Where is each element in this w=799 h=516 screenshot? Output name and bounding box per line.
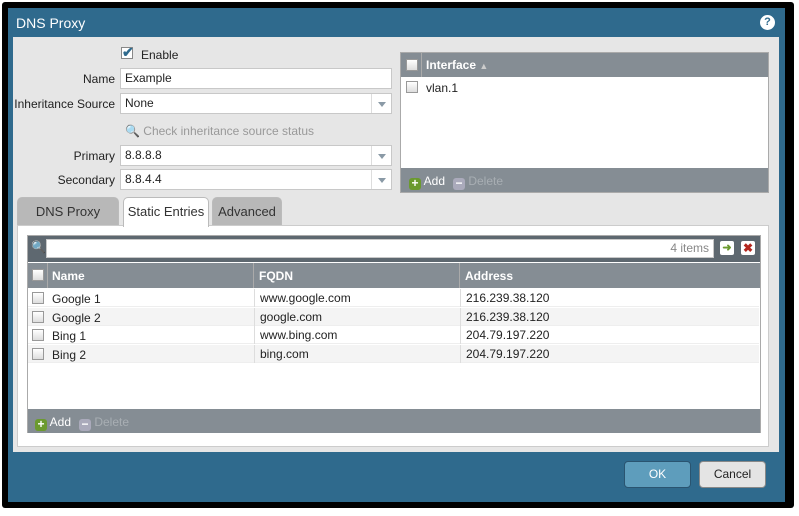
inheritance-source-label: Inheritance Source (14, 97, 115, 111)
static-add-button[interactable]: + Add (35, 415, 71, 431)
tab-advanced[interactable]: Advanced (212, 197, 282, 226)
delete-label: Delete (94, 415, 130, 429)
check-icon: ✔ (122, 44, 134, 60)
static-grid-footer: + Add − Delete (28, 409, 760, 433)
search-icon: 🔍 (31, 240, 46, 254)
primary-value: 8.8.8.8 (125, 148, 162, 162)
interface-header-text: Interface (426, 58, 477, 72)
cell-fqdn: www.google.com (254, 289, 351, 307)
select-all-checkbox[interactable] (406, 59, 418, 71)
cell-fqdn: google.com (254, 307, 322, 326)
interface-grid: Interface ▲ vlan.1 + Add − Delete (400, 52, 769, 193)
sort-asc-icon: ▲ (479, 61, 489, 71)
row-checkbox[interactable] (32, 292, 44, 304)
item-count: 4 items (670, 241, 709, 255)
check-inheritance-link[interactable]: 🔍 Check inheritance source status (125, 124, 314, 138)
chevron-down-icon (371, 146, 391, 165)
row-checkbox[interactable] (32, 329, 44, 341)
cell-address: 204.79.197.220 (460, 326, 549, 344)
apply-filter-icon[interactable]: ➜ (720, 241, 734, 255)
clear-filter-icon[interactable]: ✖ (741, 241, 755, 255)
interface-delete-button[interactable]: − Delete (453, 174, 503, 190)
delete-icon: − (453, 177, 465, 190)
static-grid-header: Name FQDN Address (28, 263, 760, 288)
cancel-button[interactable]: Cancel (699, 461, 766, 488)
table-row[interactable]: Google 2 google.com 216.239.38.120 (28, 307, 759, 326)
interface-grid-footer: + Add − Delete (401, 168, 768, 192)
chevron-down-icon (371, 94, 391, 113)
cell-name: Bing 1 (52, 329, 87, 343)
column-header-address[interactable]: Address (465, 269, 514, 283)
static-entries-grid: 🔍 4 items ➜ ✖ Name FQDN Address + Add − … (27, 235, 761, 433)
add-icon: + (35, 418, 47, 431)
row-checkbox[interactable] (32, 310, 44, 323)
delete-icon: − (79, 418, 91, 431)
column-header-name[interactable]: Name (52, 269, 85, 283)
cell-fqdn: bing.com (254, 344, 309, 363)
enable-label: Enable (141, 48, 179, 62)
enable-checkbox[interactable]: ✔ (121, 44, 134, 60)
interface-grid-header: Interface ▲ (401, 53, 768, 77)
interface-name: vlan.1 (426, 81, 459, 95)
delete-label: Delete (468, 174, 504, 188)
row-checkbox[interactable] (406, 81, 418, 93)
secondary-select[interactable]: 8.8.4.4 (120, 169, 392, 190)
table-row[interactable]: Bing 2 bing.com 204.79.197.220 (28, 344, 759, 363)
cell-name: Google 2 (52, 310, 101, 325)
table-row[interactable]: Google 1 www.google.com 216.239.38.120 (28, 289, 759, 307)
table-row[interactable]: Bing 1 www.bing.com 204.79.197.220 (28, 326, 759, 344)
tab-dns-proxy-rules[interactable]: DNS Proxy Rules (17, 197, 119, 247)
search-input[interactable]: 4 items (46, 239, 714, 258)
row-checkbox[interactable] (32, 347, 44, 360)
chevron-down-icon (371, 170, 391, 189)
primary-select[interactable]: 8.8.8.8 (120, 145, 392, 166)
cell-address: 216.239.38.120 (460, 307, 549, 326)
cell-name: Bing 2 (52, 347, 87, 362)
interface-add-button[interactable]: + Add (409, 174, 445, 190)
interface-column-header[interactable]: Interface ▲ (426, 58, 488, 72)
name-label: Name (82, 72, 115, 86)
cell-address: 216.239.38.120 (460, 289, 549, 307)
cell-fqdn: www.bing.com (254, 326, 337, 344)
secondary-value: 8.8.4.4 (125, 172, 162, 186)
add-label: Add (423, 174, 446, 188)
tab-static-entries[interactable]: Static Entries (123, 197, 209, 227)
magnifier-icon: 🔍 (125, 124, 140, 138)
check-inheritance-text: Check inheritance source status (143, 124, 315, 138)
cell-name: Google 1 (52, 292, 101, 306)
inheritance-source-value: None (125, 96, 154, 110)
ok-button[interactable]: OK (624, 461, 691, 488)
search-bar: 🔍 4 items ➜ ✖ (28, 236, 760, 262)
static-delete-button[interactable]: − Delete (79, 415, 129, 431)
help-icon[interactable]: ? (760, 15, 775, 30)
interface-row[interactable]: vlan.1 (401, 77, 768, 97)
secondary-label: Secondary (57, 173, 115, 187)
dialog-title: DNS Proxy (16, 15, 86, 31)
cell-address: 204.79.197.220 (460, 344, 549, 363)
primary-label: Primary (73, 149, 115, 163)
inheritance-source-select[interactable]: None (120, 93, 392, 114)
add-icon: + (409, 177, 421, 190)
select-all-checkbox[interactable] (32, 269, 44, 281)
column-header-fqdn[interactable]: FQDN (259, 269, 293, 283)
name-input[interactable]: Example (120, 68, 392, 89)
add-label: Add (49, 415, 72, 429)
